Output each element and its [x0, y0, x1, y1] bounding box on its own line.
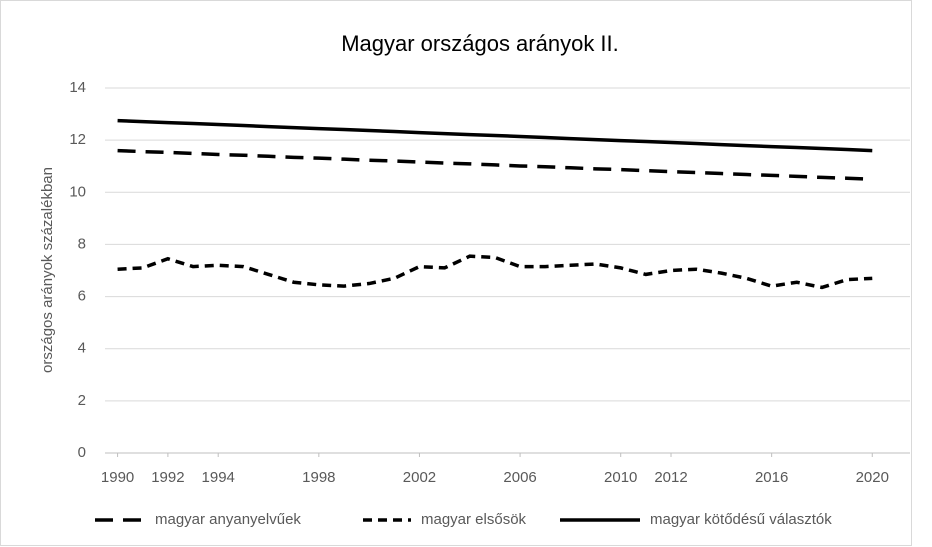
series-line: [117, 254, 873, 290]
x-tick-label: 1992: [151, 469, 184, 486]
legend-label: magyar anyanyelvűek: [155, 511, 301, 528]
x-tick-label: 2006: [503, 469, 536, 486]
x-tick-label: 2010: [604, 469, 637, 486]
y-tick-label: 10: [69, 183, 86, 200]
x-tick-label: 1990: [101, 469, 134, 486]
series-line: [117, 118, 873, 153]
x-tick-label: 1998: [302, 469, 335, 486]
legend-label: magyar kötődésű választók: [650, 511, 832, 528]
y-tick-label: 14: [69, 79, 86, 96]
x-tick-label: 2002: [403, 469, 436, 486]
series-line: [117, 148, 873, 181]
chart-border: [0, 0, 912, 546]
y-tick-label: 0: [78, 444, 86, 461]
x-tick-label: 2020: [856, 469, 889, 486]
x-tick-label: 2016: [755, 469, 788, 486]
y-tick-label: 6: [78, 288, 86, 305]
legend-label: magyar elsősök: [421, 511, 527, 528]
y-tick-label: 8: [78, 235, 86, 252]
chart-title: Magyar országos arányok II.: [341, 31, 619, 56]
x-tick-label: 1994: [202, 469, 235, 486]
y-tick-label: 4: [78, 340, 86, 357]
y-axis-label: országos arányok százalékban: [39, 167, 56, 373]
y-tick-label: 12: [69, 131, 86, 148]
x-tick-label: 2012: [654, 469, 687, 486]
y-tick-label: 2: [78, 392, 86, 409]
